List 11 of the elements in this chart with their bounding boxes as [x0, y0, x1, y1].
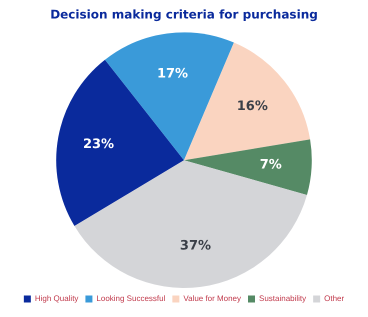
- legend-label: Looking Successful: [96, 294, 166, 304]
- data-label: 17%: [156, 66, 188, 82]
- legend-label: Sustainability: [259, 294, 306, 304]
- data-label: 37%: [180, 238, 212, 254]
- chart-title: Decision making criteria for purchasing: [50, 7, 318, 22]
- legend-label: Value for Money: [183, 294, 242, 304]
- legend-label: High Quality: [34, 294, 78, 304]
- legend-label: Other: [324, 294, 344, 304]
- data-label: 23%: [82, 136, 114, 152]
- data-label: 16%: [236, 98, 268, 114]
- data-label: 7%: [260, 157, 282, 172]
